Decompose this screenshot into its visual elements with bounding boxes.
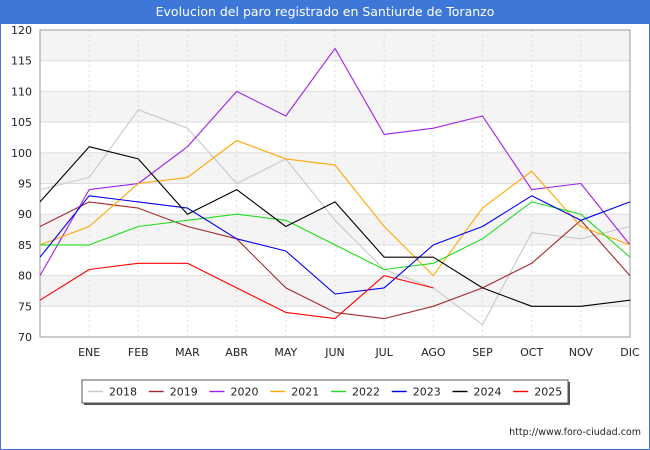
x-tick-label: ABR (225, 346, 248, 359)
series-line-2018 (39, 109, 631, 326)
y-tick-label: 95 (18, 178, 32, 191)
x-tick-label: SEP (472, 346, 493, 359)
x-tick-label: NOV (569, 346, 594, 359)
legend-label-2021: 2021 (291, 386, 319, 399)
series-line-2021 (39, 139, 631, 277)
plot-area-border (39, 29, 631, 338)
x-tick-label: ENE (78, 346, 100, 359)
series-line-2019 (482, 219, 631, 289)
x-tick-label: AGO (421, 346, 446, 359)
series-line-2022 (40, 201, 631, 271)
series-line-2019 (39, 201, 336, 313)
grid-band (40, 152, 630, 184)
x-tick-label: MAR (175, 346, 200, 359)
legend-label-2018: 2018 (109, 386, 137, 399)
grid-band (40, 214, 630, 245)
y-tick-label: 75 (18, 300, 32, 313)
x-tick-label: OCT (520, 346, 543, 359)
legend-label-2019: 2019 (170, 386, 198, 399)
chart-title: Evolucion del paro registrado en Santiur… (0, 0, 650, 24)
y-tick-label: 105 (11, 116, 32, 129)
source-url[interactable]: http://www.foro-ciudad.com (509, 427, 641, 438)
series-line-2025 (39, 262, 434, 320)
legend-label-2025: 2025 (534, 386, 562, 399)
y-tick-label: 80 (18, 270, 32, 283)
x-tick-label: JUL (374, 346, 393, 359)
legend-label-2022: 2022 (352, 386, 380, 399)
y-tick-label: 115 (11, 55, 32, 68)
y-tick-label: 90 (18, 208, 32, 221)
y-tick-label: 120 (11, 24, 32, 37)
y-tick-label: 100 (11, 147, 32, 160)
legend-box (81, 379, 569, 404)
x-tick-label: MAY (274, 346, 297, 359)
series-line-2023 (39, 195, 631, 295)
series-line-2024 (39, 146, 631, 307)
y-tick-label: 110 (11, 85, 32, 98)
x-tick-label: DIC (620, 346, 640, 359)
series-line-2019 (334, 287, 483, 320)
x-tick-label: JUN (324, 346, 345, 359)
y-tick-label: 70 (18, 331, 32, 344)
legend-label-2020: 2020 (231, 386, 259, 399)
x-tick-label: FEB (128, 346, 149, 359)
legend-label-2024: 2024 (474, 386, 502, 399)
y-tick-label: 85 (18, 239, 32, 252)
legend-label-2023: 2023 (413, 386, 441, 399)
